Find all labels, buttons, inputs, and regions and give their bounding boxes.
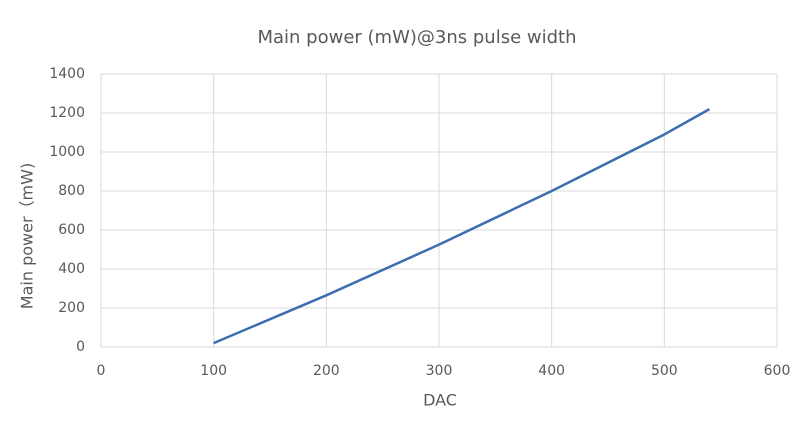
y-tick-label: 1400 [49,66,85,82]
x-tick-label: 100 [200,363,227,379]
x-axis-title: DAC [423,391,457,410]
y-tick-label: 400 [58,261,85,277]
x-tick-label: 0 [97,363,106,379]
x-tick-label: 300 [426,363,453,379]
y-tick-label: 0 [76,339,85,355]
x-tick-label: 600 [764,363,791,379]
chart-title: Main power (mW)@3ns pulse width [257,27,576,48]
y-tick-label: 800 [58,183,85,199]
y-tick-label: 600 [58,222,85,238]
y-axis-title: Main power（mW) [18,163,37,309]
y-tick-label: 200 [58,300,85,316]
x-tick-label: 500 [651,363,678,379]
y-tick-label: 1000 [49,144,85,160]
y-tick-label: 1200 [49,105,85,121]
data-line [213,108,711,345]
x-tick-label: 400 [538,363,565,379]
x-tick-label: 200 [313,363,340,379]
